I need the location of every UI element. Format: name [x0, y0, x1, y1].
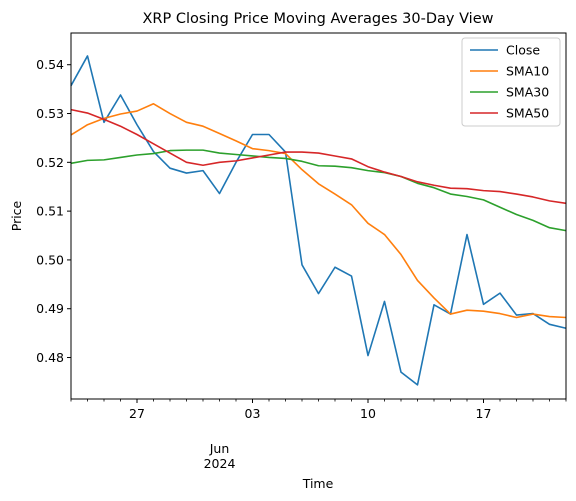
legend-box: [461, 37, 561, 127]
x-tick-label: 17: [476, 406, 492, 421]
x-tick-label: 10: [360, 406, 376, 421]
y-tick-label: 0.51: [36, 204, 64, 219]
x-tick-label: 03: [245, 406, 261, 421]
series-layer: [70, 55, 567, 386]
chart-title: XRP Closing Price Moving Averages 30-Day…: [143, 11, 494, 27]
x-axis-title: Time: [302, 476, 334, 491]
legend-label-sma10: SMA10: [506, 64, 549, 79]
legend-label-sma50: SMA50: [506, 106, 549, 121]
series-line-close: [70, 55, 567, 386]
series-line-sma10: [70, 102, 567, 319]
y-axis-title: Price: [9, 200, 24, 231]
x-month-label: Jun: [209, 441, 230, 456]
y-tick-label: 0.49: [36, 301, 64, 316]
x-year-label: 2024: [204, 456, 236, 471]
y-tick-label: 0.54: [36, 57, 64, 72]
axes-layer: 0.48 0.49 0.50 0.51 0.52 0.53 0.54 27 03 10 17 Jun2…: [36, 57, 567, 471]
series-line-sma30: [70, 149, 567, 232]
y-tick-label: 0.50: [36, 252, 64, 267]
x-tick-label: 27: [129, 406, 145, 421]
plot-frame: [70, 32, 567, 400]
y-tick-label: 0.48: [36, 350, 64, 365]
y-tick-label: 0.52: [36, 155, 64, 170]
legend-label-sma30: SMA30: [506, 85, 549, 100]
series-line-sma50: [70, 108, 567, 205]
y-tick-label: 0.53: [36, 106, 64, 121]
legend-label-close: Close: [506, 43, 540, 58]
legend: Close SMA10 SMA30 SMA50: [461, 37, 561, 127]
